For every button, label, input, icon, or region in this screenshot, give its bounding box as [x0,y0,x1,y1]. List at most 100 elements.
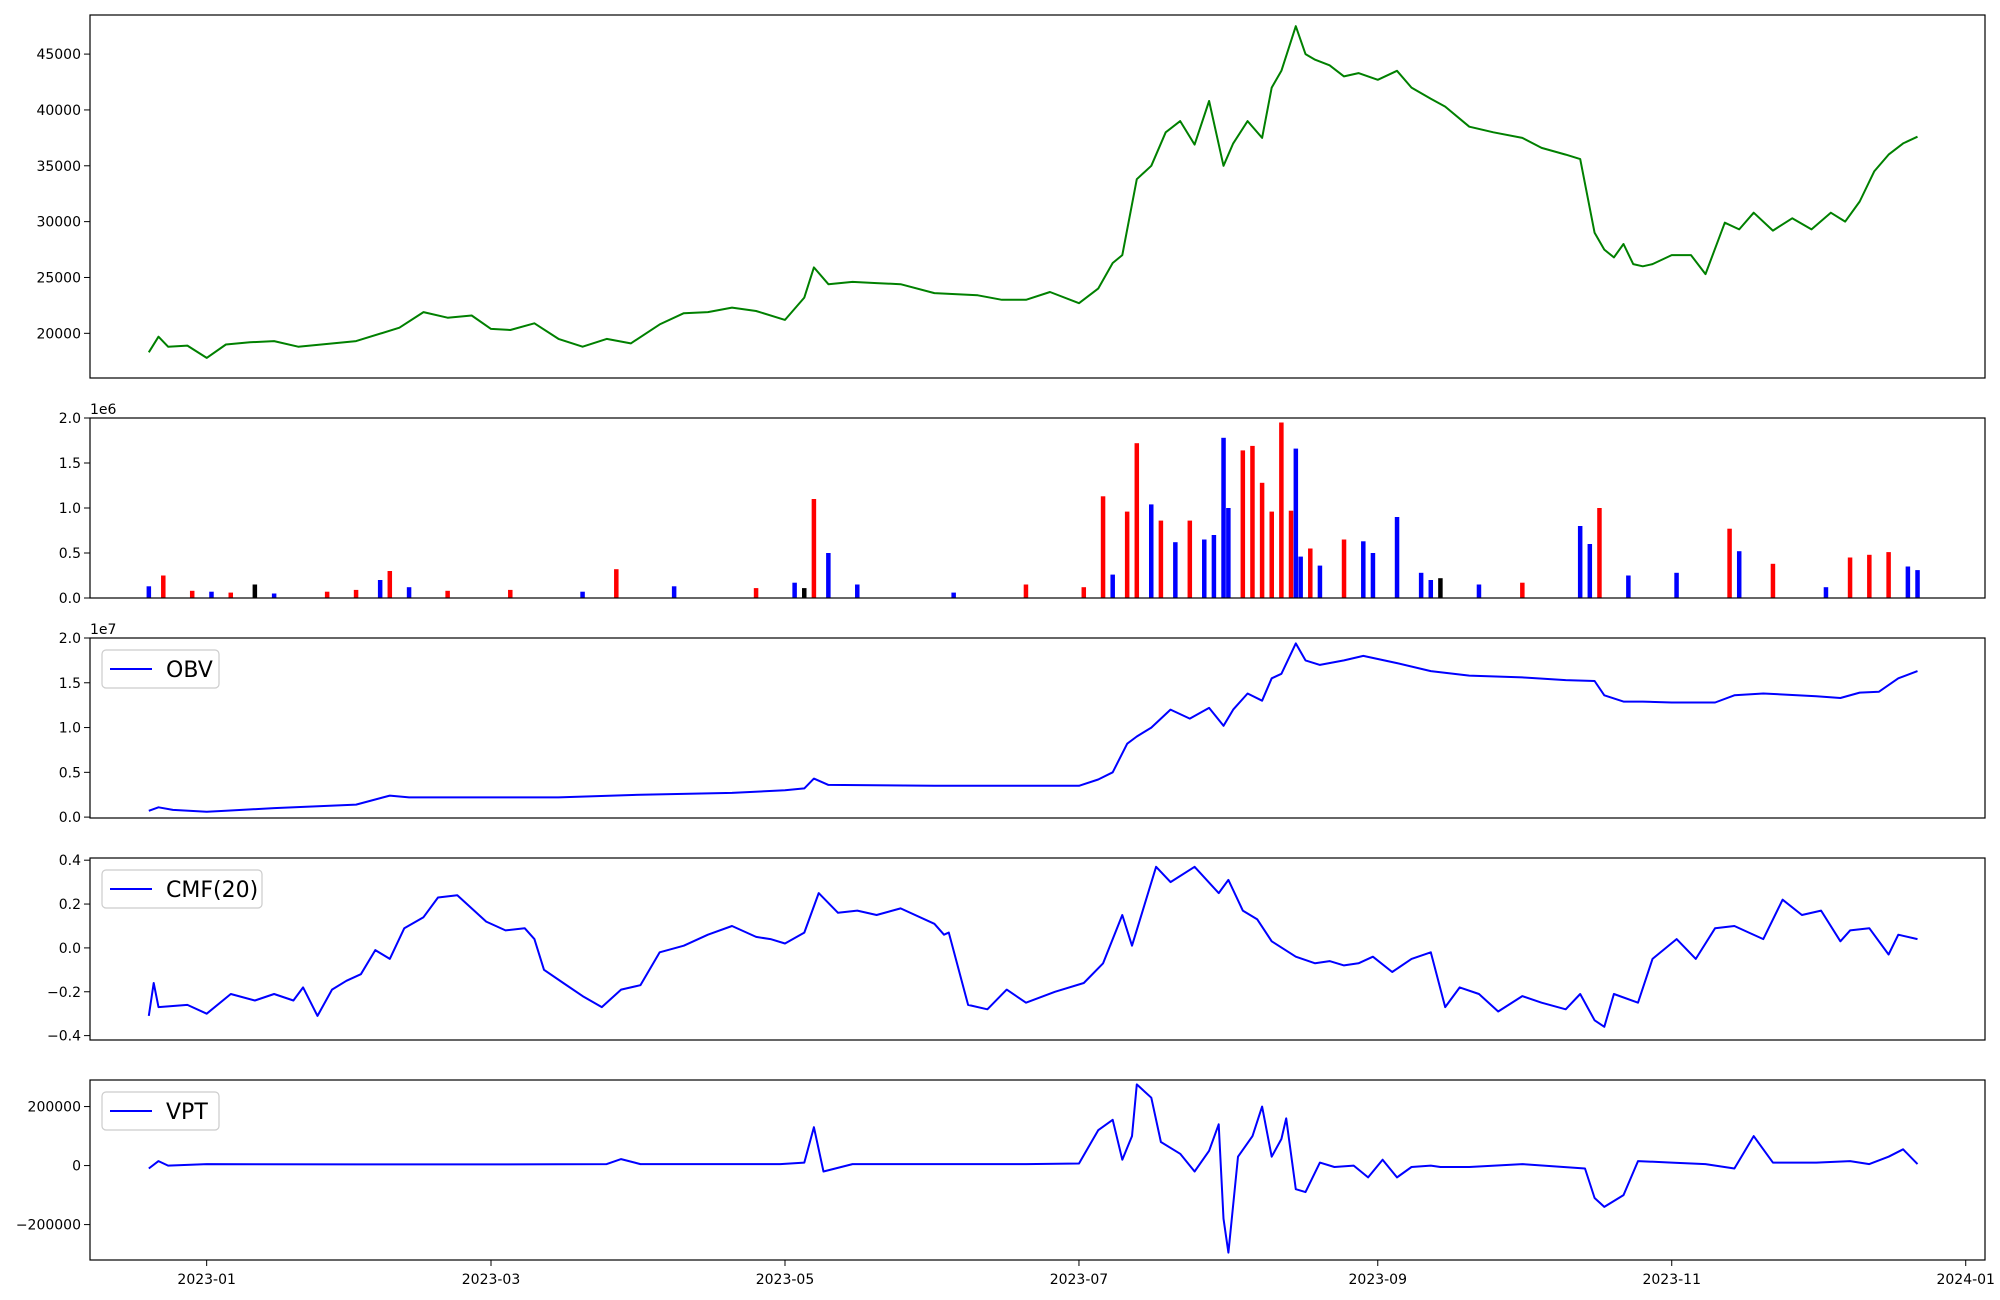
price-series-line [147,25,1918,359]
price-ytick-label: 40000 [36,103,81,119]
price-ytick-label: 30000 [36,215,81,231]
price-ytick-label: 35000 [36,159,81,175]
volume-ytick-label: 0.0 [59,591,81,607]
cmf-ytick-label: −0.4 [47,1029,81,1045]
volume-bar [1476,584,1482,598]
volume-bar [1221,437,1226,598]
volume-bar [1770,563,1776,598]
volume-bar [614,569,619,598]
cmf-series-line [147,865,1918,1028]
volume-bar [1626,575,1631,598]
cmf-axes-frame [89,857,1986,1041]
cmf-ytick-label: 0.0 [59,941,81,957]
volume-bar [1587,544,1593,598]
obv-axes-frame [89,637,1986,819]
volume-bar [1428,580,1434,598]
volume-bar [1905,566,1911,598]
volume-ytick-label: 1.5 [59,456,81,472]
volume-bar [1394,517,1400,598]
volume-bar [1134,443,1140,598]
volume-bar [1269,511,1274,598]
obv-ytick-label: 2.0 [59,631,81,647]
cmf-ytick-label: 0.2 [59,897,81,913]
vpt-panel: −200000 0 200000 VPT 2023-01 2023-03 2023-05 20… [16,1079,1995,1288]
volume-ytick-label: 1.0 [59,501,81,517]
volume-bar [1915,570,1920,598]
vpt-ytick-label: 0 [72,1159,81,1175]
obv-ytick-label: 0.0 [59,810,81,826]
vpt-axes-frame [89,1079,1986,1261]
volume-axes-frame [89,417,1986,599]
volume-bar [826,553,831,598]
volume-bar [1438,578,1443,598]
volume-bar [1847,557,1853,598]
vpt-ytick-label: 200000 [28,1100,81,1116]
cmf-ytick-label: −0.2 [47,985,81,1001]
xtick-label: 2024-01 [1936,1272,1995,1288]
volume-bar [508,589,513,598]
volume-bar [387,571,393,598]
volume-bar [252,584,258,598]
volume-bar [1211,535,1217,598]
obv-offset-text: 1e7 [90,622,116,638]
volume-bar [1317,565,1323,598]
volume-bar [1520,582,1525,598]
volume-panel: 1e6 0.0 0.5 1.0 1.5 2.0 [59,402,1986,607]
volume-bar [1727,528,1732,598]
vpt-legend-box [101,1091,220,1131]
volume-bar [324,591,330,598]
volume-bar [228,592,234,598]
price-axes-frame [89,14,1986,379]
cmf-legend-label: CMF(20) [166,878,258,903]
vpt-legend-label: VPT [166,1100,208,1125]
volume-bar [1158,520,1164,598]
xtick-label: 2023-05 [756,1272,815,1288]
volume-bar [1226,508,1231,598]
cmf-panel: −0.4 −0.2 0.0 0.2 0.4 CMF(20) [47,853,1986,1045]
volume-bar [146,586,152,598]
price-ytick-label: 25000 [36,270,81,286]
xtick-label: 2023-03 [462,1272,521,1288]
volume-bar [1187,520,1193,598]
obv-ytick-label: 1.5 [59,676,81,692]
volume-bar [1823,587,1829,598]
volume-bar [671,586,677,598]
volume-bar [271,593,277,598]
volume-bar [445,590,450,598]
volume-bar [1597,508,1602,598]
volume-bar [1308,548,1313,598]
volume-offset-text: 1e6 [90,402,117,418]
volume-bar [1577,526,1583,598]
volume-bar [792,582,797,598]
obv-legend-box [101,649,220,689]
price-panel: 20000 25000 30000 35000 40000 45000 [36,14,1986,379]
volume-bar [1341,539,1347,598]
cmf-ytick-label: 0.4 [59,853,81,869]
volume-bar [1259,482,1265,598]
price-ytick-label: 45000 [36,47,81,63]
xtick-label: 2023-01 [177,1272,236,1288]
obv-ytick-label: 0.5 [59,765,81,781]
volume-bar [1279,422,1284,598]
volume-bar [1288,510,1294,598]
cmf-legend-box [101,869,263,909]
volume-bar [1886,552,1891,598]
volume-bar [209,591,214,598]
volume-bar [377,580,383,598]
volume-bar [855,584,860,598]
volume-bar [406,587,412,598]
obv-series-line [148,642,1918,813]
volume-bar [811,499,817,598]
volume-bar [1100,496,1106,598]
volume-bar [1867,554,1872,598]
volume-bar [1202,539,1207,598]
xtick-label: 2023-11 [1642,1272,1701,1288]
obv-panel: 1e7 0.0 0.5 1.0 1.5 2.0 OBV [59,622,1986,826]
volume-bar [353,589,359,598]
volume-bar [1736,551,1742,598]
volume-bar [951,592,956,598]
vpt-series-line [148,1083,1919,1254]
volume-bar [1293,448,1299,598]
volume-ytick-label: 2.0 [59,411,81,427]
